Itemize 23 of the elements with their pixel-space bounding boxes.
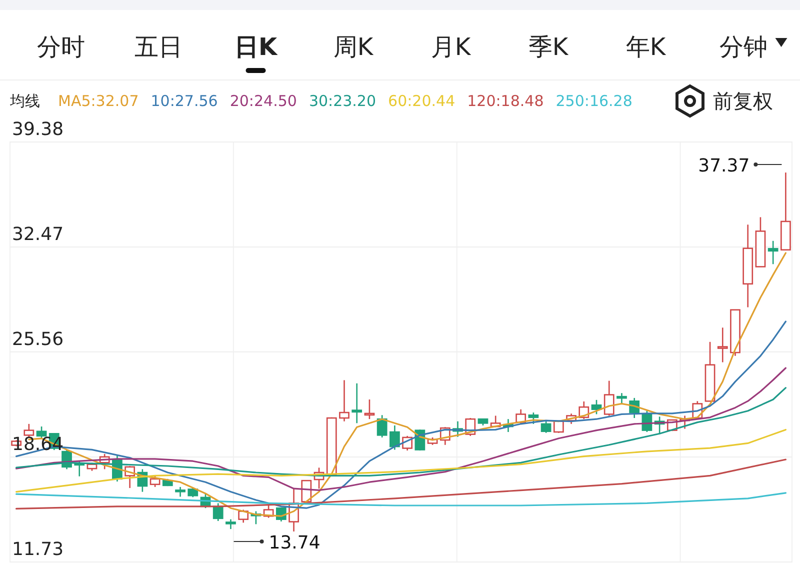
- text: 20:24.50: [230, 92, 297, 110]
- text: 30:23.20: [308, 92, 376, 110]
- text: 60:20.44: [388, 92, 456, 110]
- y-tick-label: 32.47: [12, 224, 64, 245]
- text: 10:27.56: [150, 92, 218, 110]
- annotation: 37.37: [698, 156, 750, 177]
- legend-title: 均线: [9, 92, 40, 110]
- text: 周K: [333, 33, 374, 61]
- y-tick-label: 11.73: [12, 539, 64, 560]
- text: MA5:32.07: [58, 92, 139, 110]
- text: 分钟: [719, 33, 768, 61]
- annotation: 13.74: [268, 532, 320, 554]
- text: 分时: [36, 33, 85, 61]
- text: 前复权: [713, 89, 773, 113]
- text: 季K: [528, 33, 570, 61]
- y-tick-label: 39.38: [12, 119, 64, 140]
- text: 120:18.48: [467, 92, 544, 110]
- text: 日K: [234, 33, 278, 61]
- text: 月K: [430, 33, 472, 61]
- text: 五日: [134, 33, 182, 61]
- text: 250:16.28: [556, 92, 632, 110]
- y-tick-label: 25.56: [12, 328, 64, 350]
- text: 年K: [626, 33, 667, 61]
